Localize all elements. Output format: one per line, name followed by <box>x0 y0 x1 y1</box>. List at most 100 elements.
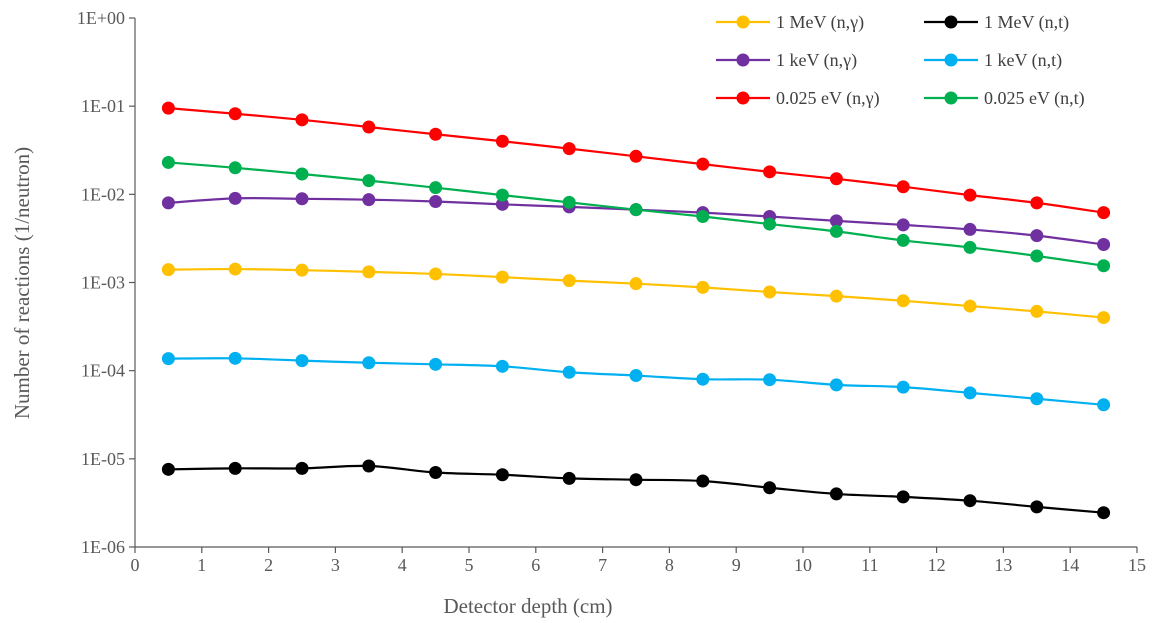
data-point <box>562 142 576 156</box>
x-tick-label: 10 <box>794 555 812 575</box>
data-point <box>763 285 777 299</box>
y-tick-label: 1E-06 <box>81 537 125 557</box>
data-point <box>161 462 175 476</box>
data-point <box>495 468 509 482</box>
data-point <box>429 181 443 195</box>
data-point <box>896 233 910 247</box>
data-point <box>1097 206 1111 220</box>
data-point <box>295 461 309 475</box>
data-point <box>562 274 576 288</box>
data-point <box>295 167 309 181</box>
legend-label: 1 keV (n,γ) <box>776 50 857 71</box>
legend-label: 1 MeV (n,t) <box>984 12 1069 33</box>
series-group <box>161 262 1111 325</box>
y-tick-label: 1E-05 <box>81 449 125 469</box>
data-point <box>829 289 843 303</box>
legend-marker <box>736 91 750 105</box>
data-point <box>295 113 309 127</box>
y-tick-label: 1E-02 <box>81 184 125 204</box>
y-tick-label: 1E-01 <box>81 96 125 116</box>
data-point <box>429 127 443 141</box>
data-point <box>495 197 509 211</box>
data-point <box>1030 249 1044 263</box>
data-point <box>228 107 242 121</box>
legend-item: 1 MeV (n,t) <box>924 12 1069 33</box>
data-point <box>562 365 576 379</box>
x-tick-label: 7 <box>598 555 607 575</box>
data-point <box>829 224 843 238</box>
x-tick-label: 8 <box>665 555 674 575</box>
data-point <box>495 188 509 202</box>
data-point <box>963 494 977 508</box>
data-point <box>429 194 443 208</box>
y-tick-label: 1E+00 <box>77 8 125 28</box>
data-point <box>228 161 242 175</box>
data-point <box>1030 229 1044 243</box>
data-point <box>228 351 242 365</box>
data-point <box>896 180 910 194</box>
x-tick-label: 11 <box>861 555 878 575</box>
data-point <box>429 357 443 371</box>
data-point <box>963 240 977 254</box>
series-group <box>161 101 1111 220</box>
data-point <box>963 188 977 202</box>
data-point <box>829 172 843 186</box>
data-point <box>629 149 643 163</box>
x-tick-label: 12 <box>928 555 946 575</box>
data-point <box>1097 311 1111 325</box>
x-tick-label: 13 <box>994 555 1012 575</box>
series-line <box>168 464 1104 514</box>
data-point <box>295 263 309 277</box>
legend-label: 0.025 eV (n,t) <box>984 88 1085 109</box>
legend-marker <box>944 53 958 67</box>
data-point <box>896 490 910 504</box>
data-point <box>161 352 175 366</box>
data-point <box>963 386 977 400</box>
series-group <box>161 351 1111 412</box>
data-point <box>161 155 175 169</box>
data-point <box>562 471 576 485</box>
data-point <box>696 210 710 224</box>
data-point <box>1030 304 1044 318</box>
data-point <box>362 459 376 473</box>
data-point <box>495 359 509 373</box>
data-point <box>161 101 175 115</box>
legend-item: 0.025 eV (n,t) <box>924 88 1085 109</box>
data-point <box>228 262 242 276</box>
data-point <box>629 203 643 217</box>
data-point <box>696 280 710 294</box>
x-tick-label: 15 <box>1128 555 1146 575</box>
series-group <box>161 459 1111 520</box>
data-point <box>963 222 977 236</box>
data-point <box>629 473 643 487</box>
legend-marker <box>736 53 750 67</box>
data-point <box>696 474 710 488</box>
data-point <box>696 157 710 171</box>
legend-label: 0.025 eV (n,γ) <box>776 88 880 109</box>
series-line <box>168 267 1104 319</box>
x-tick-label: 1 <box>197 555 206 575</box>
data-point <box>562 195 576 209</box>
x-tick-label: 4 <box>398 555 407 575</box>
x-axis-title: Detector depth (cm) <box>443 594 612 618</box>
x-tick-label: 6 <box>531 555 540 575</box>
data-point <box>963 299 977 313</box>
y-axis-title: Number of reactions (1/neutron) <box>10 147 34 419</box>
legend-marker <box>736 15 750 29</box>
legend-item: 1 keV (n,γ) <box>716 50 857 71</box>
x-tick-label: 0 <box>131 555 140 575</box>
data-point <box>362 265 376 279</box>
series-layer <box>161 101 1111 520</box>
x-tick-label: 9 <box>732 555 741 575</box>
x-tick-label: 3 <box>331 555 340 575</box>
data-point <box>1097 259 1111 273</box>
data-point <box>829 378 843 392</box>
data-point <box>829 214 843 228</box>
data-point <box>1030 196 1044 210</box>
legend-label: 1 keV (n,t) <box>984 50 1062 71</box>
data-point <box>629 369 643 383</box>
legend-marker <box>944 91 958 105</box>
data-point <box>495 134 509 148</box>
data-point <box>362 174 376 188</box>
